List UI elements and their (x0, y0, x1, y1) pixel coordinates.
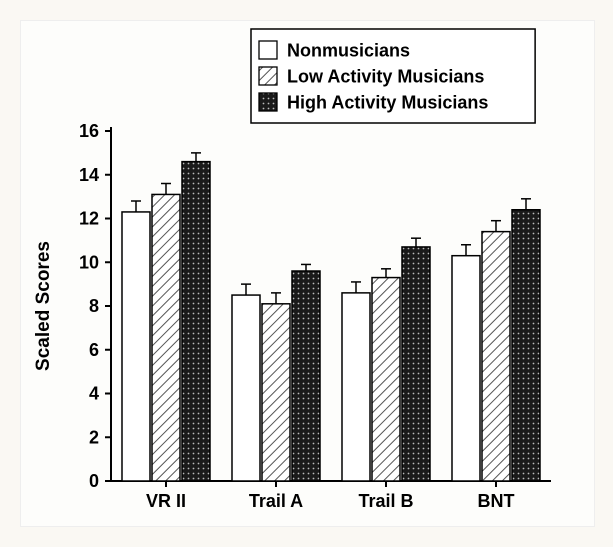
legend-label: High Activity Musicians (287, 92, 488, 112)
bar (342, 293, 370, 481)
bar (152, 194, 180, 481)
y-tick-label: 0 (89, 471, 99, 491)
legend-swatch (259, 93, 277, 111)
legend-swatch (259, 67, 277, 85)
x-tick-label: BNT (478, 491, 515, 511)
x-tick-label: Trail A (249, 491, 303, 511)
y-tick-label: 6 (89, 340, 99, 360)
bar (372, 278, 400, 481)
y-tick-label: 4 (89, 384, 99, 404)
bar (262, 304, 290, 481)
y-axis-label: Scaled Scores (33, 241, 54, 371)
x-tick-label: Trail B (358, 491, 413, 511)
y-tick-label: 16 (79, 121, 99, 141)
y-tick-label: 14 (79, 165, 99, 185)
bar (292, 271, 320, 481)
bar (182, 162, 210, 481)
legend-label: Low Activity Musicians (287, 66, 484, 86)
bar (402, 247, 430, 481)
bar (122, 212, 150, 481)
legend-label: Nonmusicians (287, 40, 410, 60)
y-tick-label: 8 (89, 296, 99, 316)
bar-chart: 0 2 4 6 8 10 12 14 16 Scaled Scores VR II Trail A Tr… (21, 21, 594, 526)
x-tick-label: VR II (146, 491, 186, 511)
bar (482, 232, 510, 481)
bar (452, 256, 480, 481)
bar (232, 295, 260, 481)
y-tick-label: 12 (79, 209, 99, 229)
legend-swatch (259, 41, 277, 59)
chart-container: 0 2 4 6 8 10 12 14 16 Scaled Scores VR II Trail A Tr… (20, 20, 595, 527)
bar (512, 210, 540, 481)
y-tick-label: 2 (89, 427, 99, 447)
y-tick-label: 10 (79, 252, 99, 272)
